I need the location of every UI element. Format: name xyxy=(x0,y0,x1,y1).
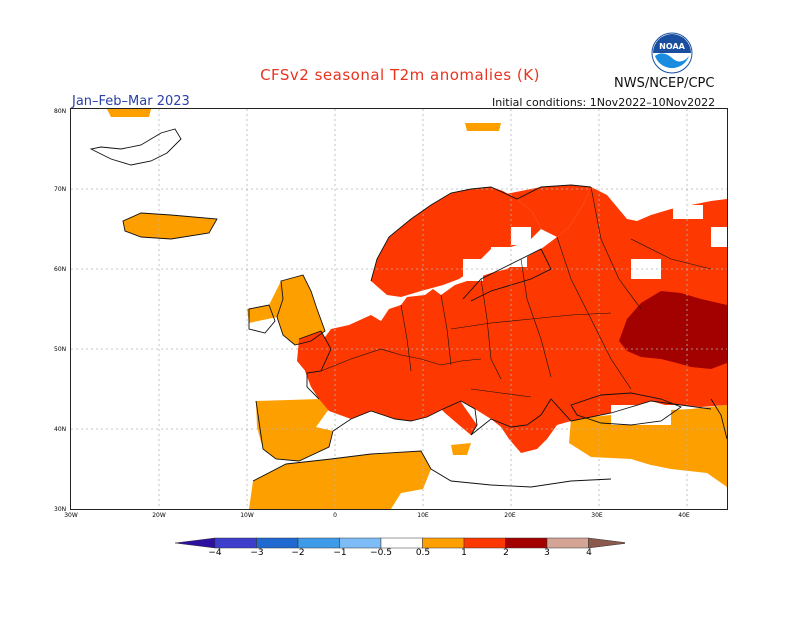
legend-swatch xyxy=(422,537,465,549)
map-title: CFSv2 seasonal T2m anomalies (K) xyxy=(260,66,540,84)
legend-label: 3 xyxy=(544,548,550,558)
legend-swatch xyxy=(175,537,216,549)
anomaly-red-areas xyxy=(297,185,727,453)
lat-label-30n: 30N xyxy=(54,506,67,513)
noaa-logo: NOAA xyxy=(651,32,693,74)
legend-swatch xyxy=(339,537,382,549)
lon-label-10w: 10W xyxy=(240,512,254,519)
legend-label: 1 xyxy=(461,548,467,558)
legend-swatch xyxy=(463,537,506,549)
legend-label: −3 xyxy=(250,548,264,558)
legend-colorbar xyxy=(175,537,625,549)
lon-label-10e: 10E xyxy=(417,512,429,519)
legend-swatch xyxy=(256,537,299,549)
legend-label: 2 xyxy=(503,548,509,558)
lat-label-40n: 40N xyxy=(54,426,67,433)
lon-label-0: 0 xyxy=(333,512,337,519)
legend-label: −0.5 xyxy=(370,548,392,558)
initial-conditions-label: Initial conditions: 1Nov2022–10Nov2022 xyxy=(492,96,716,109)
legend-swatch xyxy=(380,537,423,549)
legend-label: −4 xyxy=(208,548,222,558)
legend-label: −2 xyxy=(291,548,305,558)
lon-label-20w: 20W xyxy=(152,512,166,519)
season-label: Jan–Feb–Mar 2023 xyxy=(72,94,190,109)
lat-label-60n: 60N xyxy=(54,266,67,273)
legend-swatch xyxy=(505,537,548,549)
legend-label: −1 xyxy=(333,548,347,558)
legend-label: 4 xyxy=(586,548,592,558)
lon-label-30e: 30E xyxy=(591,512,603,519)
anomaly-map xyxy=(70,108,728,510)
lon-label-30w: 30W xyxy=(64,512,78,519)
agency-label: NWS/NCEP/CPC xyxy=(614,76,715,91)
lat-label-70n: 70N xyxy=(54,186,67,193)
lon-label-20e: 20E xyxy=(504,512,516,519)
lon-label-40e: 40E xyxy=(678,512,690,519)
graticule xyxy=(71,109,727,509)
anomaly-orange-areas xyxy=(107,109,727,509)
lat-label-50n: 50N xyxy=(54,346,67,353)
legend-swatch xyxy=(588,537,625,549)
country-borders xyxy=(320,186,712,398)
white-gaps xyxy=(463,205,727,425)
legend-swatch xyxy=(214,537,257,549)
coastlines xyxy=(89,128,727,488)
logo-text: NOAA xyxy=(659,42,685,51)
legend-swatch xyxy=(546,537,589,549)
anomaly-darkred-area xyxy=(619,291,727,369)
legend-swatch xyxy=(297,537,340,549)
legend-label: 0.5 xyxy=(415,548,431,558)
legend-swatches xyxy=(175,537,625,549)
lat-label-80n: 80N xyxy=(54,108,67,115)
